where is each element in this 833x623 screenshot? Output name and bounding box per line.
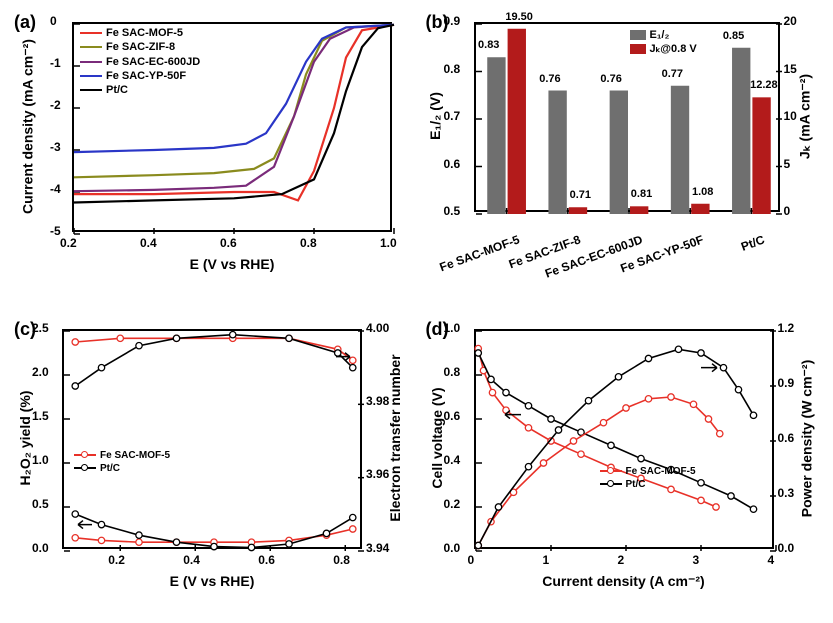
panel-b-yleft: E₁/₂ (V) (427, 21, 443, 211)
panel-a: (a) E (V vs RHE) Current density (mA cm⁻… (8, 8, 414, 309)
panel-b-yrtick: 0 (784, 204, 791, 218)
panel-c-yrtick: 3.98 (366, 394, 389, 408)
panel-c-xtick: 0.6 (258, 553, 275, 567)
panel-c-yrtick: 3.94 (366, 541, 389, 555)
panel-a-ytick: 0 (50, 14, 57, 28)
bar-value-e12: 0.85 (719, 30, 749, 42)
panel-c-yltick: 1.5 (32, 409, 49, 423)
panel-c-yright: Electron transfer number (387, 333, 403, 543)
panel-c-xtick: 0.4 (183, 553, 200, 567)
bar-value-jk: 0.81 (623, 188, 661, 200)
panel-b-yrtick: 5 (784, 157, 791, 171)
bar-value-jk: 19.50 (500, 11, 538, 23)
panel-c-xtick: 0.2 (108, 553, 125, 567)
panel-b-yltick: 0.7 (444, 109, 461, 123)
panel-c-label: (c) (14, 319, 36, 340)
panel-d-xtick: 0 (468, 553, 475, 567)
panel-d-yltick: 0.8 (444, 365, 461, 379)
panel-b-yrtick: 10 (784, 109, 797, 123)
panel-d-yrtick: 0.6 (778, 431, 795, 445)
panel-d-yrtick: 0.9 (778, 376, 795, 390)
panel-d-yltick: 0.2 (444, 497, 461, 511)
bar-value-jk: 12.28 (745, 79, 783, 91)
figure-grid: (a) E (V vs RHE) Current density (mA cm⁻… (0, 0, 833, 623)
panel-a-xlabel: E (V vs RHE) (72, 256, 392, 272)
panel-a-xtick: 0.2 (60, 236, 77, 250)
panel-c-yltick: 0.0 (32, 541, 49, 555)
plot-d (474, 329, 774, 549)
panel-a-ytick: -3 (50, 140, 61, 154)
panel-d-yltick: 0.6 (444, 409, 461, 423)
legend-d: Fe SAC-MOF-5Pt/C (600, 465, 696, 491)
bar-value-jk: 0.71 (561, 189, 599, 201)
panel-a-xtick: 1.0 (380, 236, 397, 250)
bar-value-e12: 0.77 (657, 68, 687, 80)
panel-b: (b) E₁/₂ (V) Jₖ (mA cm⁻²) Fe SAC-MOF-5Fe… (420, 8, 826, 309)
legend-item: Fe SAC-MOF-5 (600, 465, 696, 478)
panel-b-yrtick: 15 (784, 62, 797, 76)
panel-d-yltick: 0.0 (444, 541, 461, 555)
panel-d-xtick: 4 (768, 553, 775, 567)
legend-c: Fe SAC-MOF-5Pt/C (74, 449, 170, 475)
legend-item: Pt/C (80, 83, 200, 97)
panel-a-ytick: -1 (50, 56, 61, 70)
bar-value-e12: 0.76 (596, 73, 626, 85)
bar-value-e12: 0.83 (474, 39, 504, 51)
panel-d-label: (d) (426, 319, 449, 340)
panel-d-xtick: 3 (693, 553, 700, 567)
panel-c-yrtick: 3.96 (366, 467, 389, 481)
panel-a-xtick: 0.4 (140, 236, 157, 250)
legend-item: Fe SAC-MOF-5 (74, 449, 170, 462)
panel-c-yleft: H₂O₂ yield (%) (17, 333, 33, 543)
legend-a: Fe SAC-MOF-5Fe SAC-ZIF-8Fe SAC-EC-600JDF… (80, 26, 200, 97)
panel-b-yrtick: 20 (784, 14, 797, 28)
legend-item: Jₖ@0.8 V (630, 42, 697, 56)
bar-value-e12: 0.76 (535, 73, 565, 85)
panel-d-yrtick: 1.2 (778, 321, 795, 335)
panel-d-yrtick: 0.3 (778, 486, 795, 500)
legend-item: Pt/C (600, 478, 696, 491)
legend-item: Pt/C (74, 462, 170, 475)
panel-a-xtick: 0.6 (220, 236, 237, 250)
panel-b-category: Pt/C (658, 232, 766, 283)
panel-a-ytick: -5 (50, 224, 61, 238)
panel-a-xtick: 0.8 (300, 236, 317, 250)
legend-b: E₁/₂Jₖ@0.8 V (630, 28, 697, 57)
panel-a-ytick: -4 (50, 182, 61, 196)
panel-d-yleft: Cell voltage (V) (429, 333, 445, 543)
plot-c (62, 329, 362, 549)
panel-d-xtick: 2 (618, 553, 625, 567)
panel-d: (d) Current density (A cm⁻²) Cell voltag… (420, 315, 826, 616)
legend-item: Fe SAC-MOF-5 (80, 26, 200, 40)
panel-c-yltick: 1.0 (32, 453, 49, 467)
panel-d-yrtick: 0.0 (778, 541, 795, 555)
panel-b-yltick: 0.5 (444, 204, 461, 218)
panel-a-ytick: -2 (50, 98, 61, 112)
panel-d-xlabel: Current density (A cm⁻²) (474, 573, 774, 590)
plot-b (474, 22, 780, 212)
panel-c-xtick: 0.8 (333, 553, 350, 567)
legend-item: E₁/₂ (630, 28, 697, 42)
panel-d-yltick: 0.4 (444, 453, 461, 467)
panel-b-yltick: 0.6 (444, 157, 461, 171)
legend-item: Fe SAC-ZIF-8 (80, 40, 200, 54)
legend-item: Fe SAC-EC-600JD (80, 55, 200, 69)
panel-d-xtick: 1 (543, 553, 550, 567)
panel-a-ylabel: Current density (mA cm⁻²) (20, 27, 37, 227)
panel-c-yrtick: 4.00 (366, 321, 389, 335)
bar-value-jk: 1.08 (684, 186, 722, 198)
legend-item: Fe SAC-YP-50F (80, 69, 200, 83)
panel-b-yright: Jₖ (mA cm⁻²) (796, 22, 813, 212)
panel-c-yltick: 0.5 (32, 497, 49, 511)
panel-b-yltick: 0.8 (444, 62, 461, 76)
panel-d-yright: Power density (W cm⁻²) (798, 333, 815, 543)
panel-c-xlabel: E (V vs RHE) (62, 573, 362, 589)
panel-a-label: (a) (14, 12, 36, 33)
panel-c-yltick: 2.0 (32, 365, 49, 379)
panel-b-label: (b) (426, 12, 449, 33)
panel-c: (c) E (V vs RHE) H₂O₂ yield (%) Electron… (8, 315, 414, 616)
